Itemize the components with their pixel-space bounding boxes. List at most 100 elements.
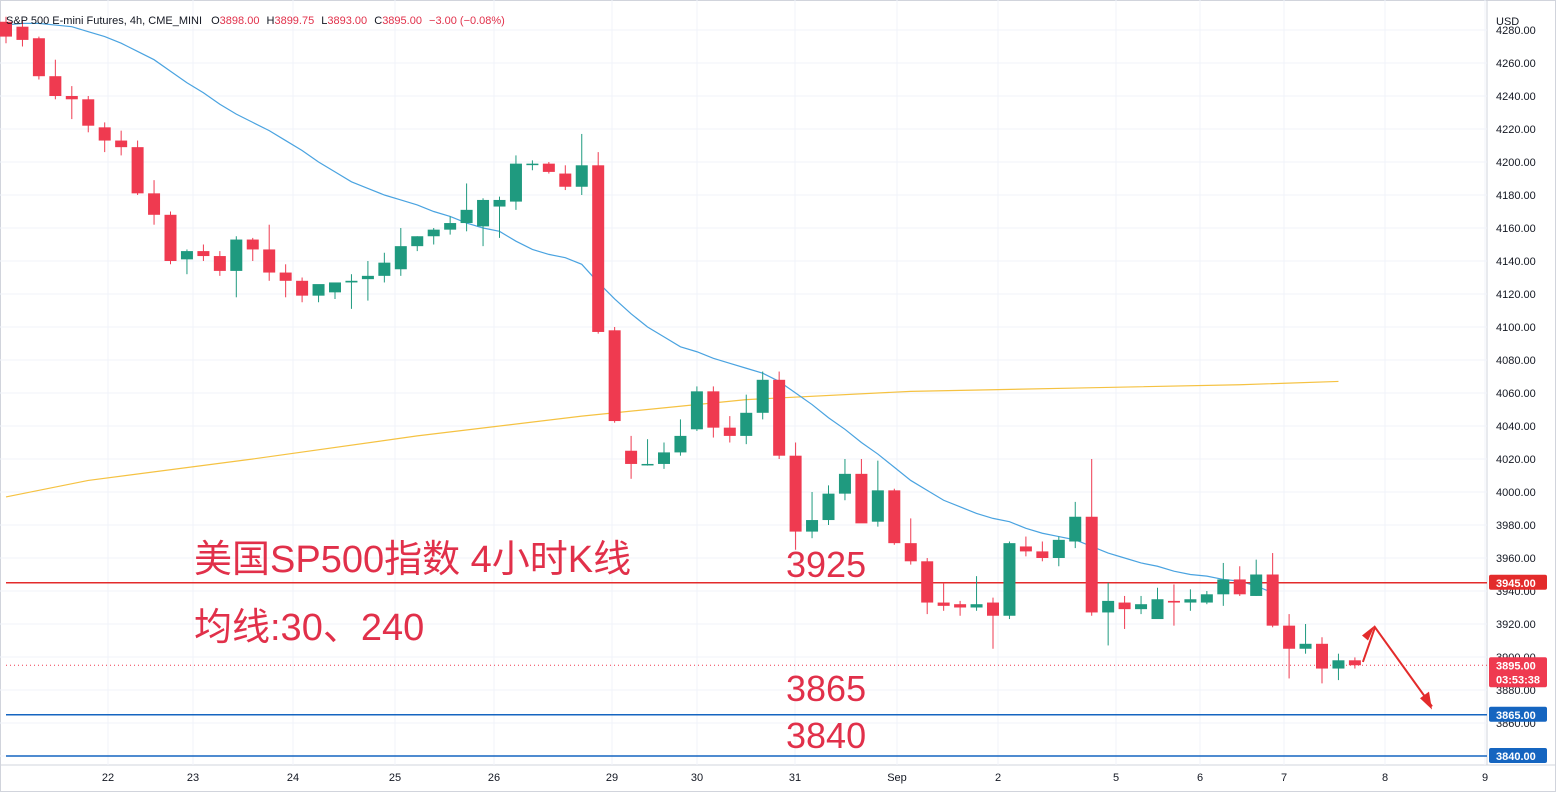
candle-up[interactable] [378, 262, 391, 276]
candle-down[interactable] [1085, 516, 1098, 613]
candle-down[interactable] [888, 490, 901, 544]
annotation-subtitle: 均线:30、240 [194, 607, 424, 649]
candle-down[interactable] [279, 272, 292, 281]
candle-down[interactable] [65, 96, 78, 100]
candle-down[interactable] [115, 140, 128, 148]
candle-down[interactable] [213, 256, 226, 271]
candle-down[interactable] [1348, 660, 1361, 666]
candle-up[interactable] [1003, 543, 1016, 616]
change-value: −3.00 (−0.08%) [429, 15, 505, 27]
candle-up[interactable] [1052, 539, 1065, 558]
candle-down[interactable] [773, 379, 786, 456]
candle-up[interactable] [1184, 599, 1197, 603]
x-tick-label: 5 [1113, 772, 1119, 784]
candle-down[interactable] [246, 239, 259, 250]
x-tick-label: 31 [789, 772, 801, 784]
candle-down[interactable] [789, 455, 802, 532]
annotation-title: 美国SP500指数 4小时K线 [194, 539, 631, 581]
candle-up[interactable] [477, 199, 490, 227]
support-badge [1489, 748, 1547, 763]
candle-down[interactable] [1233, 579, 1246, 595]
candle-down[interactable] [937, 602, 950, 606]
candle-up[interactable] [1217, 579, 1230, 595]
candle-down[interactable] [954, 604, 967, 608]
candle-up[interactable] [1102, 600, 1115, 613]
candle-down[interactable] [1266, 574, 1279, 626]
candle-up[interactable] [658, 452, 670, 464]
candle-down[interactable] [148, 193, 161, 215]
candle-up[interactable] [427, 229, 440, 237]
candle-down[interactable] [1283, 625, 1296, 649]
candle-up[interactable] [822, 493, 835, 521]
candle-up[interactable] [180, 251, 193, 260]
candle-down[interactable] [1019, 546, 1032, 552]
candle-up[interactable] [312, 284, 325, 296]
candle-up[interactable] [230, 239, 243, 271]
candle-down[interactable] [131, 147, 144, 194]
candle-down[interactable] [164, 214, 177, 261]
candle-down[interactable] [16, 26, 29, 40]
candle-up[interactable] [575, 165, 588, 187]
candle-up[interactable] [361, 275, 374, 280]
candle-up[interactable] [460, 209, 473, 224]
candle-down[interactable] [707, 391, 720, 428]
y-tick-label: 4080.00 [1496, 355, 1536, 367]
candle-down[interactable] [1118, 602, 1131, 610]
candle-down[interactable] [592, 165, 605, 332]
candle-down[interactable] [1036, 551, 1049, 558]
candle-down[interactable] [625, 450, 638, 464]
candle-up[interactable] [493, 199, 506, 207]
candle-up[interactable] [509, 163, 522, 202]
candle-up[interactable] [756, 379, 769, 413]
candle-down[interactable] [723, 427, 736, 436]
candle-up[interactable] [1135, 604, 1148, 610]
symbol-label[interactable]: S&P 500 E-mini Futures, 4h, CME_MINI [6, 15, 203, 27]
candle-up[interactable] [740, 412, 753, 436]
candle-up[interactable] [1250, 574, 1263, 596]
x-tick-label: 7 [1281, 772, 1287, 784]
candle-up[interactable] [411, 236, 424, 247]
candle-down[interactable] [1167, 600, 1180, 603]
candle-up[interactable] [329, 282, 341, 293]
x-tick-label: 22 [102, 772, 114, 784]
x-tick-label: 23 [187, 772, 199, 784]
candle-down[interactable] [263, 249, 276, 273]
candle-up[interactable] [806, 520, 819, 532]
candle-down[interactable] [921, 561, 934, 603]
candle-up[interactable] [1332, 660, 1345, 669]
candle-up[interactable] [444, 223, 457, 230]
candle-down[interactable] [559, 173, 572, 187]
candle-up[interactable] [394, 246, 407, 270]
candle-down[interactable] [32, 38, 45, 77]
candle-up[interactable] [674, 435, 687, 453]
candle-down[interactable] [987, 602, 999, 616]
candle-down[interactable] [542, 163, 555, 172]
candle-up[interactable] [641, 463, 654, 466]
y-tick-label: 4200.00 [1496, 157, 1536, 169]
candle-up[interactable] [526, 163, 539, 166]
candle-down[interactable] [197, 251, 210, 257]
candle-down[interactable] [608, 330, 621, 422]
candle-up[interactable] [970, 604, 983, 608]
candle-down[interactable] [82, 99, 95, 126]
x-tick-label: 30 [691, 772, 703, 784]
candle-down[interactable] [98, 127, 111, 141]
y-tick-label: 3960.00 [1496, 553, 1536, 565]
candle-up[interactable] [345, 280, 358, 283]
candle-up[interactable] [1299, 643, 1312, 649]
candle-down[interactable] [49, 76, 62, 96]
candle-up[interactable] [690, 391, 703, 430]
candle-down[interactable] [904, 543, 917, 562]
y-tick-label: 3980.00 [1496, 520, 1536, 532]
candle-up[interactable] [1069, 516, 1082, 542]
candle-down[interactable] [0, 21, 12, 37]
candle-up[interactable] [871, 490, 884, 522]
candle-down[interactable] [855, 473, 868, 524]
candle-up[interactable] [1200, 594, 1213, 603]
candle-down[interactable] [1316, 643, 1328, 669]
candle-up[interactable] [1151, 599, 1164, 620]
candle-up[interactable] [838, 473, 851, 494]
candle-down[interactable] [296, 280, 309, 296]
open-value: 3898.00 [219, 15, 260, 27]
